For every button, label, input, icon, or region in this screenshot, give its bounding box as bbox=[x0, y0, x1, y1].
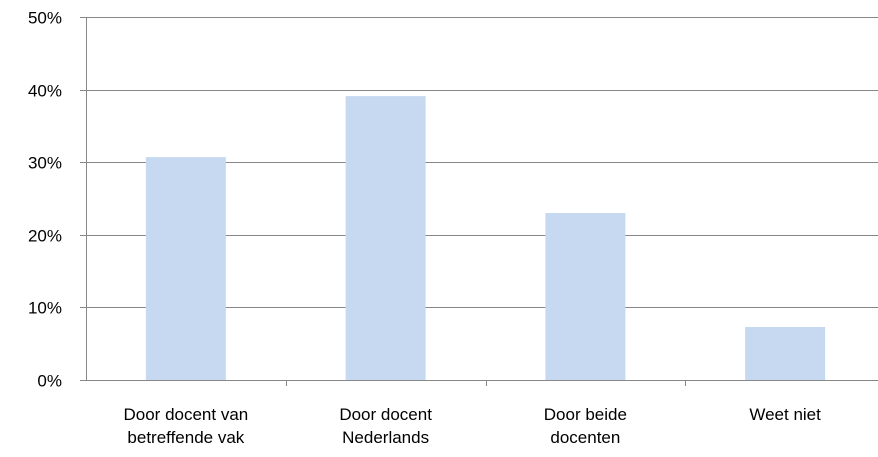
axes bbox=[80, 17, 878, 386]
bar bbox=[345, 96, 426, 380]
y-tick-labels: 0% 10% 20% 30% 40% 50% bbox=[28, 9, 62, 391]
bar bbox=[145, 157, 226, 380]
x-category-label: Door docent Nederlands bbox=[339, 405, 432, 447]
x-category-label: Door beide docenten bbox=[544, 405, 627, 447]
bar bbox=[545, 213, 626, 380]
x-category-label-line: Weet niet bbox=[749, 405, 821, 424]
x-category-label-line: Door beide bbox=[544, 405, 627, 424]
x-category-label-line: Door docent bbox=[339, 405, 432, 424]
x-category-label-line: betreffende vak bbox=[127, 428, 244, 447]
x-category-label-line: Door docent van bbox=[124, 405, 249, 424]
x-category-label-line: Nederlands bbox=[342, 428, 429, 447]
bars bbox=[145, 96, 826, 380]
y-tick-label: 40% bbox=[28, 82, 62, 101]
y-tick-label: 0% bbox=[37, 372, 62, 391]
x-category-label: Door docent van betreffende vak bbox=[124, 405, 249, 447]
x-category-label: Weet niet bbox=[749, 405, 821, 424]
bar bbox=[745, 327, 826, 380]
x-category-label-line: docenten bbox=[550, 428, 620, 447]
y-tick-label: 20% bbox=[28, 227, 62, 246]
y-tick-label: 10% bbox=[28, 299, 62, 318]
y-tick-label: 50% bbox=[28, 9, 62, 28]
y-tick-label: 30% bbox=[28, 154, 62, 173]
